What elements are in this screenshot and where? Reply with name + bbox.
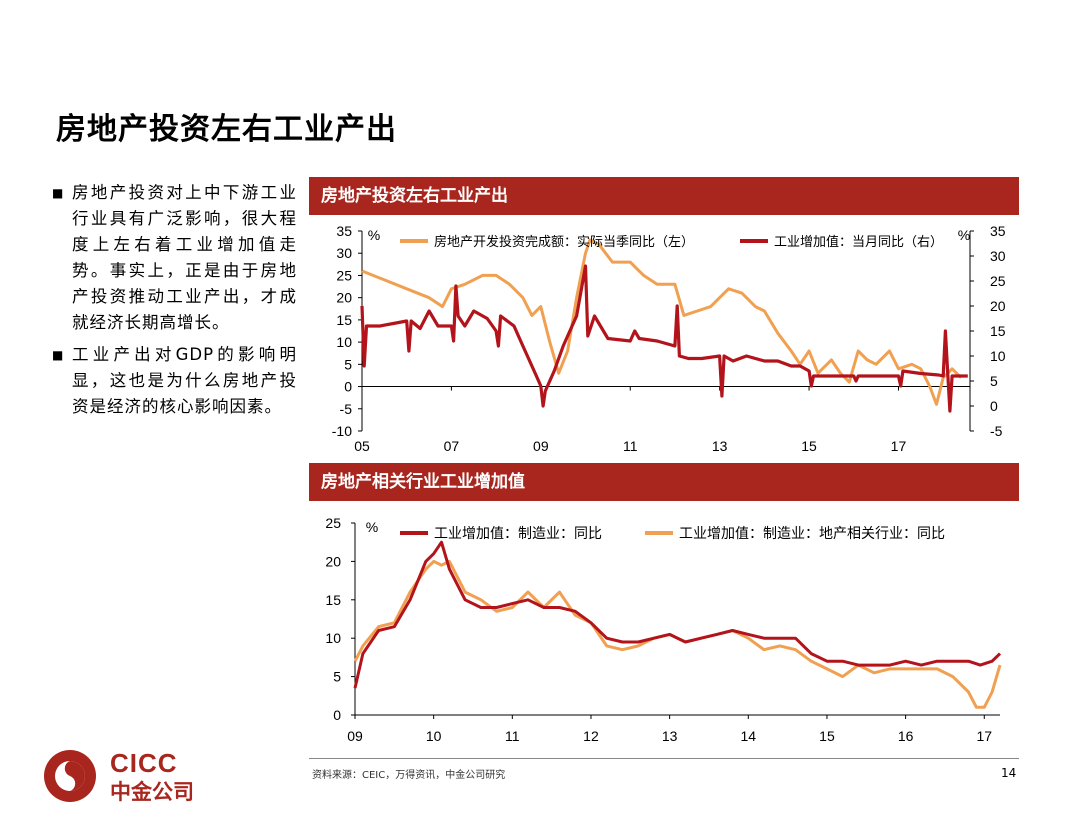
x-tick-label: 17 [891,438,907,454]
y-tick-label-right: 5 [990,373,998,389]
source-note: 资料来源：CEIC，万得资讯，中金公司研究 [312,770,506,781]
bullet-item: ■ 房地产投资对上中下游工业行业具有广泛影响，很大程度上左右着工业增加值走势。事… [52,180,297,336]
y-unit-left: % [368,227,380,243]
y-tick-label-left: 10 [336,334,352,350]
x-tick-label: 14 [741,728,757,744]
chart1-header: 房地产投资左右工业产出 [309,177,1019,215]
x-tick-label: 10 [426,728,442,744]
legend-label-2: 工业增加值：制造业：地产相关行业：同比 [679,525,945,541]
x-tick-label: 15 [819,728,835,744]
y-tick-label-right: 20 [990,298,1006,314]
y-tick-label: 20 [325,553,341,569]
y-tick-label-left: 35 [336,223,352,239]
x-tick-label: 11 [505,728,520,744]
bullet-list: ■ 房地产投资对上中下游工业行业具有广泛影响，很大程度上左右着工业增加值走势。事… [52,180,297,426]
y-tick-label: 5 [333,669,341,685]
y-tick-label: 25 [325,515,341,531]
x-tick-label: 17 [976,728,992,744]
bullet-square-icon: ■ [52,348,64,362]
x-tick-label: 12 [583,728,599,744]
y-tick-label-right: 15 [990,323,1006,339]
y-tick-label-left: 5 [344,356,352,372]
chart-industrial-value-added: 25 20 15 10 5 0% 09 10 11 12 13 14 15 16 17 工业增加值：制造业：同… [325,515,1002,744]
y-tick-label-right: 0 [990,398,998,414]
y-tick-label-right: -5 [990,423,1003,439]
x-tick-label: 16 [898,728,914,744]
y-tick-label-right: 10 [990,348,1006,364]
legend-label-1: 工业增加值：制造业：同比 [434,525,602,541]
y-tick-label-left: 30 [336,245,352,261]
y-tick-label: 15 [325,592,341,608]
y-tick-label-left: 25 [336,267,352,283]
y-tick-label: 0 [333,707,341,723]
chart2-header: 房地产相关行业工业增加值 [309,463,1019,501]
x-tick-label: 09 [347,728,363,744]
x-tick-label: 11 [623,438,638,454]
x-tick-label: 07 [444,438,460,454]
bullet-text: 工业产出对GDP的影响明显，这也是为什么房地产投资是经济的核心影响因素。 [72,345,297,416]
y-tick-label-right: 25 [990,273,1006,289]
logo-text-en: CICC [110,748,178,778]
y-tick-label-left: 0 [344,379,352,395]
chart-real-estate-investment: 35 30 25 20 15 10 5 0 -5 -10 35 30 25 20 15 10 5 0 -5% % 05 0… [332,223,1006,454]
x-tick-label: 05 [354,438,370,454]
series-line-1 [353,540,1002,689]
y-tick-label-left: -10 [332,423,352,439]
bullet-item: ■ 工业产出对GDP的影响明显，这也是为什么房地产投资是经济的核心影响因素。 [52,342,297,420]
y-tick-label-left: 15 [336,312,352,328]
footer-divider [309,758,1019,759]
legend-label-1: 房地产开发投资完成额：实际当季同比（左） [434,234,694,249]
page-number: 14 [1001,766,1017,780]
series-line-2 [360,264,968,413]
bullet-square-icon: ■ [52,186,64,200]
y-tick-label-right: 35 [990,223,1006,239]
x-tick-label: 09 [533,438,549,454]
cicc-logo-icon [44,750,96,802]
y-tick-label-right: 30 [990,248,1006,264]
y-tick-label-left: -5 [340,401,353,417]
bullet-text: 房地产投资对上中下游工业行业具有广泛影响，很大程度上左右着工业增加值走势。事实上… [72,183,297,332]
y-unit: % [366,519,378,535]
y-unit-right: % [958,227,970,243]
legend-label-2: 工业增加值：当月同比（右） [774,234,943,249]
series-line-1 [361,238,963,406]
series-line-2 [353,559,1002,709]
y-tick-label-left: 20 [336,290,352,306]
page-title: 房地产投资左右工业产出 [56,112,397,147]
y-tick-label: 10 [325,630,341,646]
x-tick-label: 15 [801,438,817,454]
x-tick-label: 13 [662,728,678,744]
x-tick-label: 13 [712,438,728,454]
logo-text-cn: 中金公司 [110,780,194,804]
